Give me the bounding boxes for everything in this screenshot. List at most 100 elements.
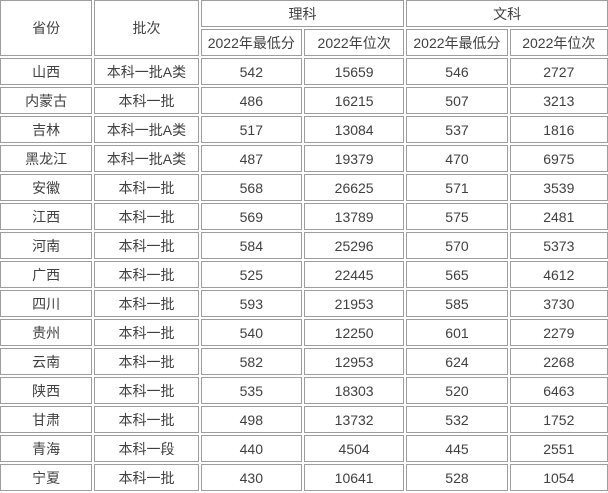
header-row-groups: 省份 批次 理科 文科 — [0, 0, 608, 56]
cell-batch: 本科一批 — [94, 232, 199, 259]
header-batch: 批次 — [94, 0, 199, 56]
cell-art_min: 532 — [406, 406, 508, 433]
table-row: 青海 本科一段 440 4504 445 2551 — [0, 435, 608, 462]
cell-batch: 本科一批 — [94, 290, 199, 317]
cell-sci_min: 440 — [200, 435, 302, 462]
cell-art_min: 565 — [406, 261, 508, 288]
cell-province: 青海 — [0, 435, 93, 462]
cell-province: 四川 — [0, 290, 93, 317]
cell-art_rank: 5373 — [509, 232, 608, 259]
cell-sci_min: 582 — [200, 348, 302, 375]
cell-art_min: 624 — [406, 348, 508, 375]
cell-province: 内蒙古 — [0, 87, 93, 114]
cell-art_min: 585 — [406, 290, 508, 317]
cell-sci_rank: 4504 — [303, 435, 405, 462]
cell-art_rank: 1752 — [509, 406, 608, 433]
cell-sci_rank: 21953 — [303, 290, 405, 317]
cell-sci_min: 593 — [200, 290, 302, 317]
table-row: 山西 本科一批A类 542 15659 546 2727 — [0, 58, 608, 85]
cell-sci_rank: 13732 — [303, 406, 405, 433]
cell-art_rank: 2279 — [509, 319, 608, 346]
cell-art_min: 546 — [406, 58, 508, 85]
header-arts-group: 文科 — [406, 0, 608, 27]
cell-sci_rank: 10641 — [303, 464, 405, 491]
cell-province: 黑龙江 — [0, 145, 93, 172]
table-row: 宁夏 本科一批 430 10641 528 1054 — [0, 464, 608, 491]
cell-batch: 本科一批 — [94, 348, 199, 375]
cell-art_rank: 4612 — [509, 261, 608, 288]
cell-sci_rank: 12953 — [303, 348, 405, 375]
cell-province: 江西 — [0, 203, 93, 230]
cell-sci_min: 517 — [200, 116, 302, 143]
cell-art_rank: 6463 — [509, 377, 608, 404]
cell-batch: 本科一批 — [94, 377, 199, 404]
cell-art_min: 570 — [406, 232, 508, 259]
cell-batch: 本科一批 — [94, 406, 199, 433]
cell-art_min: 470 — [406, 145, 508, 172]
cell-art_min: 507 — [406, 87, 508, 114]
cell-art_rank: 1054 — [509, 464, 608, 491]
cell-sci_rank: 13789 — [303, 203, 405, 230]
cell-sci_min: 535 — [200, 377, 302, 404]
cell-province: 山西 — [0, 58, 93, 85]
table-row: 内蒙古 本科一批 486 16215 507 3213 — [0, 87, 608, 114]
table-row: 广西 本科一批 525 22445 565 4612 — [0, 261, 608, 288]
header-row-metrics: 2022年最低分 2022年位次 2022年最低分 2022年位次 — [0, 29, 608, 56]
cell-art_min: 601 — [406, 319, 508, 346]
cell-sci_min: 568 — [200, 174, 302, 201]
cell-batch: 本科一批 — [94, 464, 199, 491]
cell-province: 吉林 — [0, 116, 93, 143]
cell-art_rank: 3730 — [509, 290, 608, 317]
cell-batch: 本科一批 — [94, 87, 199, 114]
cell-art_rank: 3539 — [509, 174, 608, 201]
header-science-min-score: 2022年最低分 — [200, 29, 302, 56]
cell-art_rank: 3213 — [509, 87, 608, 114]
cell-batch: 本科一批 — [94, 319, 199, 346]
header-arts-rank: 2022年位次 — [509, 29, 608, 56]
cell-sci_rank: 19379 — [303, 145, 405, 172]
cell-art_min: 575 — [406, 203, 508, 230]
cell-art_min: 537 — [406, 116, 508, 143]
cell-sci_min: 540 — [200, 319, 302, 346]
header-province: 省份 — [0, 0, 93, 56]
cell-art_rank: 2268 — [509, 348, 608, 375]
table-row: 云南 本科一批 582 12953 624 2268 — [0, 348, 608, 375]
cell-batch: 本科一批 — [94, 203, 199, 230]
cell-sci_min: 498 — [200, 406, 302, 433]
cell-sci_rank: 25296 — [303, 232, 405, 259]
table-row: 黑龙江 本科一批A类 487 19379 470 6975 — [0, 145, 608, 172]
cell-art_rank: 1816 — [509, 116, 608, 143]
header-science-rank: 2022年位次 — [303, 29, 405, 56]
cell-batch: 本科一批A类 — [94, 116, 199, 143]
table-row: 安徽 本科一批 568 26625 571 3539 — [0, 174, 608, 201]
cell-sci_rank: 15659 — [303, 58, 405, 85]
cell-sci_min: 487 — [200, 145, 302, 172]
cell-batch: 本科一批A类 — [94, 58, 199, 85]
cell-sci_rank: 13084 — [303, 116, 405, 143]
cell-art_min: 571 — [406, 174, 508, 201]
cell-province: 甘肃 — [0, 406, 93, 433]
cell-sci_min: 569 — [200, 203, 302, 230]
cell-art_rank: 2727 — [509, 58, 608, 85]
table-row: 江西 本科一批 569 13789 575 2481 — [0, 203, 608, 230]
cell-sci_min: 525 — [200, 261, 302, 288]
cell-sci_min: 584 — [200, 232, 302, 259]
table-row: 甘肃 本科一批 498 13732 532 1752 — [0, 406, 608, 433]
cell-batch: 本科一批 — [94, 261, 199, 288]
table-row: 吉林 本科一批A类 517 13084 537 1816 — [0, 116, 608, 143]
header-science-group: 理科 — [200, 0, 405, 27]
cell-sci_rank: 26625 — [303, 174, 405, 201]
cell-batch: 本科一批 — [94, 174, 199, 201]
cell-province: 广西 — [0, 261, 93, 288]
cell-province: 云南 — [0, 348, 93, 375]
cell-art_rank: 2481 — [509, 203, 608, 230]
cell-sci_rank: 18303 — [303, 377, 405, 404]
table-row: 贵州 本科一批 540 12250 601 2279 — [0, 319, 608, 346]
cell-sci_min: 430 — [200, 464, 302, 491]
cell-province: 陕西 — [0, 377, 93, 404]
cell-province: 贵州 — [0, 319, 93, 346]
cell-province: 河南 — [0, 232, 93, 259]
table-header: 省份 批次 理科 文科 2022年最低分 2022年位次 2022年最低分 20… — [0, 0, 608, 56]
table-row: 河南 本科一批 584 25296 570 5373 — [0, 232, 608, 259]
